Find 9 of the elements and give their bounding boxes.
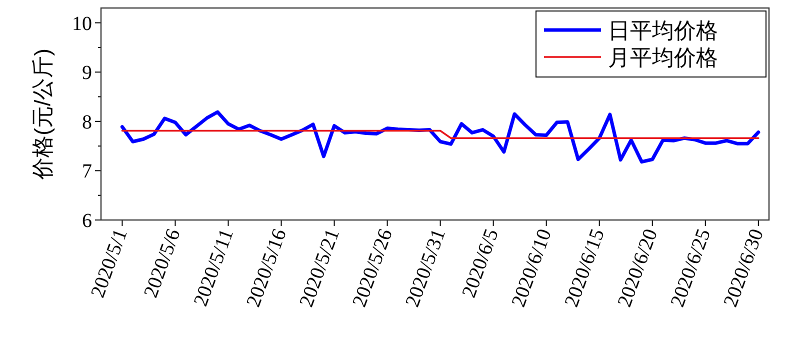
line-series [120, 110, 760, 164]
y-axis-title: 价格(元/公斤) [30, 48, 55, 180]
legend-label: 日平均价格 [608, 18, 718, 43]
y-tick-label: 9 [82, 62, 92, 84]
y-tick-label: 10 [72, 12, 92, 35]
legend-label: 月平均价格 [608, 45, 718, 70]
y-tick-label: 6 [82, 210, 92, 232]
y-tick-label: 7 [82, 160, 92, 183]
y-tick-label: 8 [82, 111, 92, 134]
